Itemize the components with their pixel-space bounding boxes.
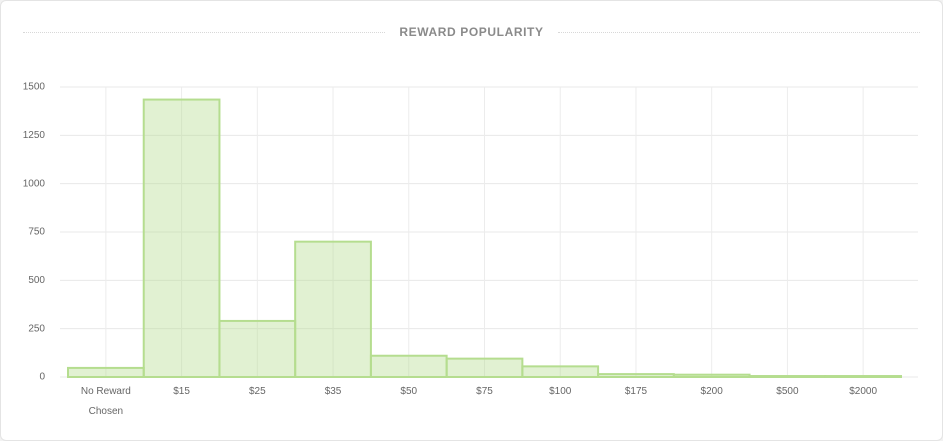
x-tick-label: $25: [248, 386, 266, 397]
bar: [748, 375, 827, 378]
x-tick-label: $15: [173, 386, 190, 397]
title-rule: [23, 31, 386, 33]
y-tick-label: 500: [28, 275, 45, 286]
bar: [597, 373, 675, 379]
y-tick-label: 1250: [23, 130, 46, 141]
bar: [521, 365, 600, 379]
x-tick-label: No Reward Chosen: [80, 386, 131, 417]
bar: [672, 373, 751, 378]
y-tick-label: 750: [28, 227, 45, 238]
x-tick-label: $50: [400, 386, 418, 397]
bar: [294, 240, 372, 378]
bar: [142, 98, 221, 378]
y-tick-label: 0: [39, 372, 45, 383]
chart-title: REWARD POPULARITY: [399, 25, 544, 39]
x-tick-label: $75: [476, 386, 493, 397]
y-tick-label: 1000: [23, 178, 46, 189]
y-tick-label: 250: [28, 323, 45, 334]
x-tick-label: $200: [700, 386, 723, 397]
title-row: REWARD POPULARITY: [23, 23, 920, 41]
x-tick-label: $175: [624, 386, 648, 397]
bar: [369, 354, 448, 379]
x-tick-label: $2000: [849, 386, 878, 397]
x-tick-label: $500: [776, 386, 799, 397]
bar: [218, 319, 297, 378]
title-rule: [557, 31, 920, 33]
x-tick-label: $35: [324, 386, 342, 397]
x-tick-label: $100: [549, 386, 572, 397]
bar: [445, 357, 524, 378]
bar: [67, 366, 145, 378]
bar: [824, 375, 902, 378]
y-tick-label: 1500: [23, 82, 46, 93]
